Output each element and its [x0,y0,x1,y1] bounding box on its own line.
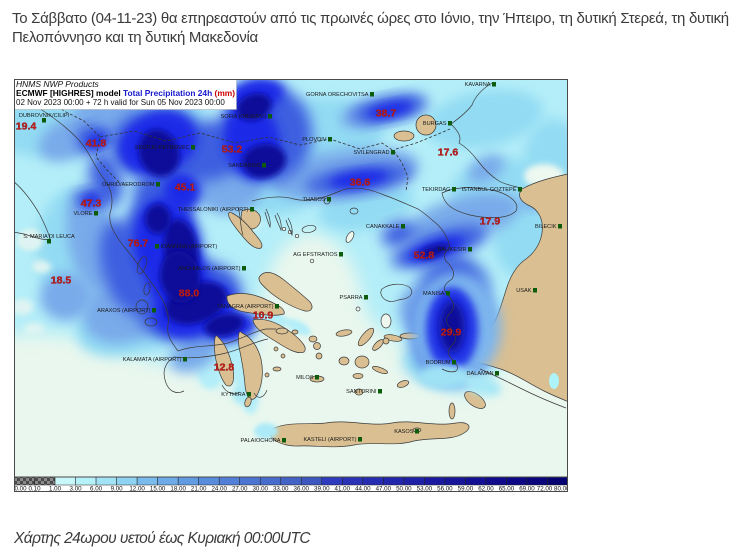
svg-text:OHRID/AERODROM: OHRID/AERODROM [102,182,155,188]
svg-text:HNMS NWP Products: HNMS NWP Products [16,79,100,89]
svg-text:THESSALONIKI (AIRPORT): THESSALONIKI (AIRPORT) [178,207,249,213]
svg-text:MANISA: MANISA [423,291,445,297]
svg-text:47.00: 47.00 [376,486,392,493]
svg-text:47.3: 47.3 [81,198,102,210]
svg-text:PLOVDIV: PLOVDIV [302,137,327,143]
svg-text:41.8: 41.8 [86,138,107,150]
svg-text:24.00: 24.00 [211,486,227,493]
svg-text:DUBROVNIK/CILIPI: DUBROVNIK/CILIPI [19,113,70,119]
svg-text:PSARRA: PSARRA [339,295,362,301]
svg-text:IOANNINA (AIRPORT): IOANNINA (AIRPORT) [161,244,218,250]
svg-text:KYTHIRA: KYTHIRA [221,392,246,398]
svg-text:30.00: 30.00 [252,486,268,493]
svg-text:MILOS: MILOS [296,375,314,381]
svg-text:17.9: 17.9 [480,216,501,228]
svg-text:50.00: 50.00 [396,486,412,493]
svg-text:1.00: 1.00 [49,486,62,493]
svg-text:53.00: 53.00 [417,486,433,493]
svg-text:76.7: 76.7 [128,238,149,250]
svg-text:ARAXOS (AIRPORT): ARAXOS (AIRPORT) [97,308,150,314]
svg-text:44.00: 44.00 [355,486,371,493]
svg-text:KAVARNA: KAVARNA [465,82,491,88]
svg-text:38.7: 38.7 [376,108,397,120]
svg-text:65.00: 65.00 [499,486,515,493]
svg-text:59.00: 59.00 [458,486,474,493]
svg-text:DALAMAN: DALAMAN [466,371,493,377]
svg-text:AG EFSTRATIOS: AG EFSTRATIOS [293,252,338,258]
svg-text:33.00: 33.00 [273,486,289,493]
svg-text:PALAIOCHORA: PALAIOCHORA [241,438,281,444]
svg-text:3.00: 3.00 [70,486,83,493]
svg-text:CANAKKALE: CANAKKALE [366,224,400,230]
svg-text:KASTELI (AIRPORT): KASTELI (AIRPORT) [303,437,356,443]
svg-text:18.00: 18.00 [170,486,186,493]
svg-text:21.00: 21.00 [191,486,207,493]
svg-text:36.6: 36.6 [350,177,371,189]
svg-text:TEKIRDAG: TEKIRDAG [422,187,451,193]
svg-text:88.0: 88.0 [179,288,200,300]
svg-text:56.00: 56.00 [437,486,453,493]
svg-text:12.00: 12.00 [129,486,145,493]
svg-text:ANCHIALOS (AIRPORT): ANCHIALOS (AIRPORT) [178,266,241,272]
svg-text:19.4: 19.4 [16,121,37,133]
svg-text:BURGAS: BURGAS [423,121,447,127]
svg-text:12.8: 12.8 [214,362,235,374]
svg-text:0.10: 0.10 [28,486,41,493]
svg-text:S. MARIA DI LEUCA: S. MARIA DI LEUCA [23,234,75,240]
svg-text:52.8: 52.8 [414,250,435,262]
svg-text:62.00: 62.00 [478,486,494,493]
svg-text:GORNA ORECHOVITSA: GORNA ORECHOVITSA [306,92,369,98]
svg-text:15.00: 15.00 [150,486,166,493]
svg-text:10.9: 10.9 [253,310,274,322]
svg-text:USAK: USAK [516,288,532,294]
svg-text:BILECIK: BILECIK [535,224,557,230]
svg-text:ISTANBUL GOZTEPE: ISTANBUL GOZTEPE [461,187,516,193]
svg-text:SOFIA (OBSERV.): SOFIA (OBSERV.) [220,114,266,120]
svg-text:39.00: 39.00 [314,486,330,493]
svg-text:69.00: 69.00 [519,486,535,493]
svg-text:80.00: 80.00 [554,486,568,493]
svg-text:53.2: 53.2 [222,144,243,156]
svg-text:72.00: 72.00 [537,486,553,493]
svg-text:KASOS: KASOS [394,429,414,435]
svg-text:17.6: 17.6 [438,147,459,159]
svg-text:ECMWF [HIGHRES] model Total Pr: ECMWF [HIGHRES] model Total Precipitatio… [16,88,235,98]
svg-text:BALIKESIR: BALIKESIR [438,247,467,253]
svg-text:02 Nov 2023 00:00 + 72 h valid: 02 Nov 2023 00:00 + 72 h valid for Sun 0… [16,98,225,107]
svg-text:29.9: 29.9 [441,327,462,339]
svg-text:45.1: 45.1 [175,182,196,194]
svg-text:KALAMATA (AIRPORT): KALAMATA (AIRPORT) [123,357,182,363]
svg-text:SANTORINI: SANTORINI [346,389,377,395]
svg-text:SANDANSKI: SANDANSKI [228,163,261,169]
svg-text:SVILENGRAD: SVILENGRAD [353,150,389,156]
svg-text:9.00: 9.00 [111,486,124,493]
svg-text:18.5: 18.5 [51,275,72,287]
svg-text:41.00: 41.00 [335,486,351,493]
svg-text:36.00: 36.00 [294,486,310,493]
svg-text:6.00: 6.00 [90,486,103,493]
svg-text:VLORE: VLORE [74,211,93,217]
svg-text:0.00: 0.00 [15,486,28,493]
svg-text:SKOPJE-PETROVEC: SKOPJE-PETROVEC [135,145,190,151]
svg-text:TANAGRA (AIRPORT): TANAGRA (AIRPORT) [217,304,273,310]
svg-text:THASOS: THASOS [302,197,325,203]
svg-text:BODRUM: BODRUM [426,360,451,366]
svg-text:27.00: 27.00 [232,486,248,493]
